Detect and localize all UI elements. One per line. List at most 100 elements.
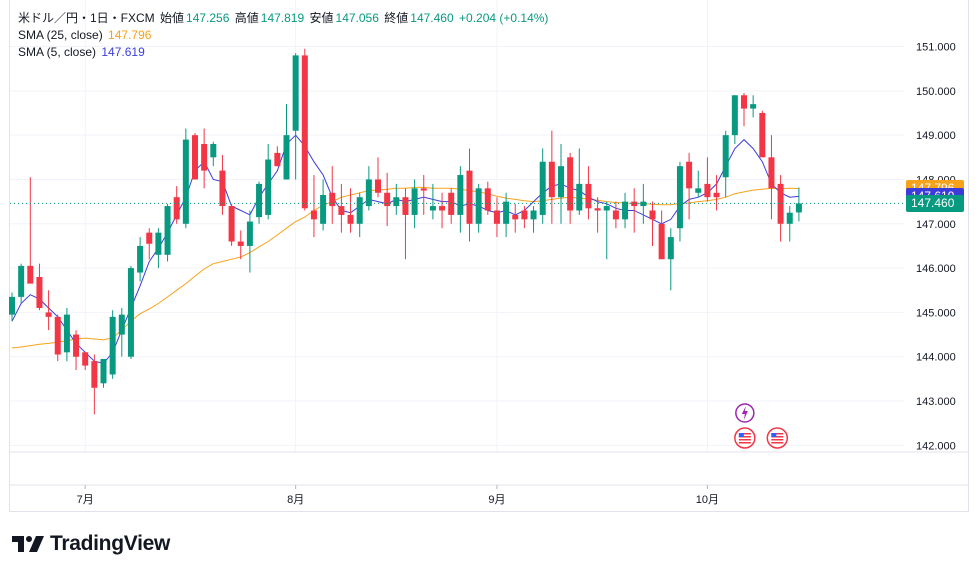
candle-body — [310, 210, 317, 220]
candle-body — [228, 206, 235, 242]
candle — [146, 228, 153, 260]
candle-body — [484, 188, 491, 211]
candle — [484, 181, 491, 215]
candle — [164, 203, 171, 262]
sma25-line — [11, 186, 799, 349]
candle — [686, 152, 693, 220]
candle — [91, 354, 98, 415]
high-label: 高値 — [234, 11, 259, 25]
candle — [759, 110, 766, 158]
time-tick-label: 10月 — [696, 494, 719, 506]
candle-body — [722, 135, 729, 178]
candle-body — [274, 152, 281, 167]
candle — [274, 146, 281, 167]
candle-body — [329, 192, 336, 207]
candle-body — [558, 166, 564, 198]
candle-body — [118, 314, 125, 335]
candle — [100, 358, 107, 388]
candle — [219, 155, 226, 215]
sma5-value: 147.619 — [101, 45, 145, 59]
candle-body — [54, 316, 61, 355]
candle-body — [146, 232, 153, 244]
candle-body — [237, 241, 244, 246]
time-tick-label: 8月 — [287, 494, 304, 506]
ohlc-legend: 米ドル／円・1日・FXCM 始値 147.256 高値 147.819 安値 147.… — [18, 10, 550, 26]
candle-body — [73, 334, 80, 357]
candle-body — [384, 192, 391, 207]
candle-body — [256, 183, 263, 218]
candle-body — [759, 113, 766, 158]
candle-body — [622, 201, 629, 220]
candle — [741, 93, 747, 127]
sma25-legend[interactable]: SMA (25, close) 147.796 — [18, 27, 153, 43]
candle-body — [448, 192, 455, 215]
candle — [384, 172, 391, 226]
candle — [338, 183, 345, 233]
candle — [9, 292, 15, 322]
candle — [63, 307, 70, 362]
candle — [283, 104, 290, 180]
candle — [530, 206, 537, 233]
candle — [576, 148, 583, 215]
candle — [722, 130, 729, 198]
price-tick-label: 150.000 — [916, 86, 956, 98]
time-axis: 7月 8月 9月 10月 — [77, 485, 719, 506]
candle — [265, 144, 272, 220]
candle — [521, 206, 528, 229]
candle — [329, 166, 336, 224]
candle-body — [731, 95, 738, 136]
candle-body — [82, 352, 89, 366]
candle-body — [420, 188, 427, 191]
us-flag-event-icon — [766, 427, 789, 449]
candle — [622, 192, 629, 229]
candle-body — [493, 210, 500, 224]
candle — [457, 166, 464, 233]
candle — [137, 237, 144, 282]
candle — [393, 183, 400, 215]
tradingview-logo[interactable]: TradingView — [12, 532, 170, 556]
candle — [448, 188, 455, 224]
candle — [493, 197, 500, 238]
candle-body — [466, 170, 473, 224]
candle — [27, 177, 34, 284]
candle — [786, 206, 793, 242]
last-price-tag: 147.460 — [906, 194, 964, 212]
candle-body — [338, 206, 345, 215]
symbol-label[interactable]: 米ドル／円・1日・FXCM — [18, 11, 155, 25]
candle-body — [265, 159, 272, 215]
candle-body — [173, 197, 180, 220]
high-value: 147.819 — [260, 11, 305, 25]
us-flag-event-icon — [734, 427, 756, 449]
price-tick-label: 146.000 — [916, 263, 956, 275]
candle — [173, 186, 180, 224]
candle — [210, 141, 217, 167]
candle-body — [411, 188, 418, 215]
price-axis: 151.000150.000149.000148.000147.000146.0… — [916, 42, 956, 453]
candle — [192, 132, 198, 180]
price-tick-label: 144.000 — [916, 352, 956, 364]
close-label: 終値 — [384, 11, 409, 25]
price-tick-label: 151.000 — [916, 42, 956, 54]
candle — [603, 201, 610, 260]
sma5-legend[interactable]: SMA (5, close) 147.619 — [18, 44, 147, 60]
candle-body — [439, 206, 446, 211]
candle — [676, 161, 683, 242]
time-tick-label: 9月 — [488, 494, 505, 506]
close-value: 147.460 — [410, 11, 454, 25]
price-tick-label: 147.000 — [916, 219, 956, 231]
low-value: 147.056 — [335, 11, 379, 25]
candle — [155, 228, 162, 269]
candle — [585, 166, 592, 220]
candle-body — [795, 203, 802, 213]
tradingview-logo-icon — [12, 536, 44, 552]
sma25-label: SMA (25, close) — [18, 28, 103, 42]
candle-body — [576, 183, 583, 211]
change-value: +0.204 (+0.14%) — [459, 11, 549, 25]
candle-body — [658, 223, 665, 260]
candle — [667, 228, 674, 291]
candle-body — [18, 265, 25, 297]
candle-body — [182, 139, 189, 224]
candle-body — [9, 296, 15, 315]
candles — [9, 48, 802, 415]
